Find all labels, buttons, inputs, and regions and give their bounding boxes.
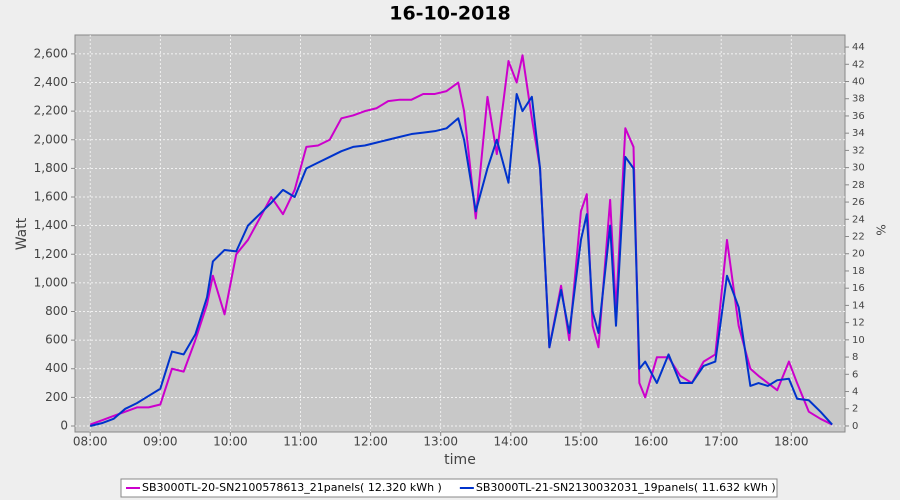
y-tick-label: 1,000 bbox=[34, 275, 68, 289]
y2-axis-label: % bbox=[874, 224, 888, 235]
legend bbox=[120, 478, 778, 498]
y2-tick-label: 26 bbox=[852, 197, 865, 208]
y-tick-label: 800 bbox=[45, 304, 68, 318]
y2-tick-label: 22 bbox=[852, 232, 865, 243]
y2-tick-label: 34 bbox=[852, 128, 865, 139]
x-axis-label: time bbox=[444, 452, 476, 468]
x-tick-label: 10:00 bbox=[213, 435, 248, 449]
y-tick-label: 1,200 bbox=[34, 247, 68, 261]
y2-tick-label: 42 bbox=[852, 59, 865, 70]
x-tick-label: 08:00 bbox=[73, 435, 108, 449]
y2-tick-label: 18 bbox=[852, 266, 865, 277]
series-line bbox=[89, 92, 833, 427]
y2-tick-label: 44 bbox=[852, 42, 865, 53]
legend-label: SB3000TL-21-SN2130032031_19panels( 11.63… bbox=[476, 481, 776, 494]
y2-tick-label: 32 bbox=[852, 145, 865, 156]
y2-tick-label: 0 bbox=[852, 421, 858, 432]
y-tick-label: 2,600 bbox=[34, 46, 68, 60]
y2-tick-label: 2 bbox=[852, 404, 858, 415]
y2-tick-label: 38 bbox=[852, 94, 865, 105]
y-tick-label: 2,200 bbox=[34, 104, 68, 118]
x-tick-label: 13:00 bbox=[423, 435, 458, 449]
x-tick-label: 15:00 bbox=[564, 435, 599, 449]
y-axis-label: Watt bbox=[14, 217, 30, 250]
y2-tick-label: 12 bbox=[852, 318, 865, 329]
series-line bbox=[89, 54, 833, 426]
x-tick-label: 09:00 bbox=[143, 435, 178, 449]
y-tick-label: 600 bbox=[45, 333, 68, 347]
x-tick-label: 17:00 bbox=[704, 435, 739, 449]
y2-tick-label: 40 bbox=[852, 77, 865, 88]
y2-tick-label: 28 bbox=[852, 180, 865, 191]
y-tick-label: 2,000 bbox=[34, 132, 68, 146]
x-tick-label: 16:00 bbox=[634, 435, 669, 449]
x-tick-label: 14:00 bbox=[494, 435, 529, 449]
chart-title: 16-10-2018 bbox=[389, 3, 511, 25]
y-tick-label: 1,400 bbox=[34, 218, 68, 232]
y2-tick-label: 24 bbox=[852, 214, 865, 225]
y2-tick-label: 4 bbox=[852, 387, 858, 398]
y2-tick-label: 30 bbox=[852, 163, 865, 174]
x-tick-label: 18:00 bbox=[774, 435, 809, 449]
y-tick-label: 400 bbox=[45, 361, 68, 375]
y2-tick-label: 36 bbox=[852, 111, 865, 122]
y-tick-label: 1,800 bbox=[34, 161, 68, 175]
y2-tick-label: 16 bbox=[852, 283, 865, 294]
y2-tick-label: 10 bbox=[852, 335, 865, 346]
y2-tick-label: 8 bbox=[852, 352, 858, 363]
y-tick-label: 200 bbox=[45, 390, 68, 404]
x-tick-label: 12:00 bbox=[353, 435, 388, 449]
x-tick-label: 11:00 bbox=[283, 435, 318, 449]
y-tick-label: 2,400 bbox=[34, 75, 68, 89]
y2-tick-label: 6 bbox=[852, 369, 858, 380]
y-tick-label: 0 bbox=[60, 418, 68, 432]
legend-label: SB3000TL-20-SN2100578613_21panels( 12.32… bbox=[142, 481, 442, 494]
plot-area bbox=[74, 34, 846, 433]
y-tick-label: 1,600 bbox=[34, 190, 68, 204]
y2-tick-label: 20 bbox=[852, 249, 865, 260]
y2-tick-label: 14 bbox=[852, 300, 865, 311]
